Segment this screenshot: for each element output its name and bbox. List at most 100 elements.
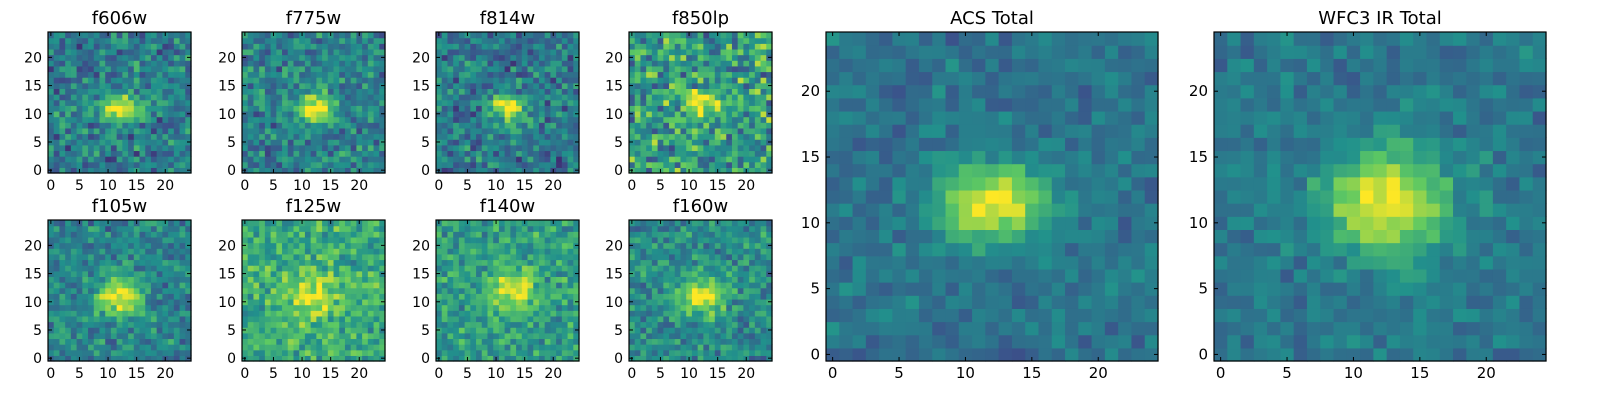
heatmap-cell: [675, 145, 681, 151]
heatmap-cell: [709, 83, 715, 89]
heatmap-cell: [162, 117, 168, 123]
heatmap-cell: [533, 259, 539, 265]
heatmap-cell: [151, 83, 157, 89]
heatmap-cell: [253, 344, 259, 350]
heatmap-cell: [180, 55, 186, 61]
heatmap-cell: [345, 288, 351, 294]
heatmap-cell: [299, 94, 305, 100]
heatmap-cell: [629, 43, 635, 49]
heatmap-cell: [726, 293, 732, 299]
heatmap-cell: [134, 271, 140, 277]
heatmap-cell: [715, 316, 721, 322]
heatmap-cell: [755, 49, 761, 55]
heatmap-cell: [545, 117, 551, 123]
heatmap-cell: [311, 305, 317, 311]
heatmap-cell: [111, 88, 117, 94]
heatmap-cell: [122, 150, 128, 156]
heatmap-cell: [476, 150, 482, 156]
heatmap-cell: [288, 100, 294, 106]
heatmap-cell: [550, 243, 556, 249]
heatmap-cell: [134, 299, 140, 305]
heatmap-cell: [629, 71, 635, 77]
heatmap-cell: [499, 128, 505, 134]
heatmap-cell: [749, 94, 755, 100]
heatmap-cell: [94, 55, 100, 61]
heatmap-cell: [305, 316, 311, 322]
heatmap-cell: [505, 237, 511, 243]
heatmap-cell: [721, 71, 727, 77]
heatmap-cell: [652, 282, 658, 288]
x-tick-label: 15: [516, 178, 534, 194]
heatmap-cell: [442, 83, 448, 89]
heatmap-cell: [652, 145, 658, 151]
heatmap-cell: [539, 271, 545, 277]
heatmap-cell: [174, 134, 180, 140]
heatmap-cell: [288, 265, 294, 271]
heatmap-cell: [550, 100, 556, 106]
heatmap-cell: [351, 293, 357, 299]
heatmap-cell: [743, 111, 749, 117]
heatmap-cell: [374, 299, 380, 305]
heatmap-cell: [248, 271, 254, 277]
heatmap-cell: [522, 293, 528, 299]
heatmap-cell: [345, 150, 351, 156]
heatmap-cell: [675, 322, 681, 328]
heatmap-cell: [99, 265, 105, 271]
heatmap-cell: [117, 117, 123, 123]
heatmap-cell: [533, 288, 539, 294]
heatmap-cell: [362, 327, 368, 333]
heatmap-cell: [505, 128, 511, 134]
heatmap-cell: [293, 94, 299, 100]
heatmap-cell: [721, 150, 727, 156]
heatmap-cell: [180, 139, 186, 145]
heatmap-cell: [311, 299, 317, 305]
heatmap-cell: [436, 71, 442, 77]
heatmap-cell: [709, 162, 715, 168]
heatmap-cell: [282, 350, 288, 356]
heatmap-cell: [761, 122, 767, 128]
heatmap-cell: [442, 254, 448, 260]
heatmap-cell: [253, 293, 259, 299]
heatmap-cell: [738, 105, 744, 111]
heatmap-cell: [157, 316, 163, 322]
heatmap-cell: [635, 32, 641, 38]
heatmap-cell: [374, 271, 380, 277]
heatmap-cell: [568, 316, 574, 322]
heatmap-cell: [732, 77, 738, 83]
heatmap-cell: [692, 156, 698, 162]
heatmap-cell: [351, 55, 357, 61]
heatmap-cell: [339, 55, 345, 61]
heatmap-cell: [436, 88, 442, 94]
heatmap-cell: [635, 66, 641, 72]
heatmap-cell: [157, 305, 163, 311]
heatmap-cell: [105, 134, 111, 140]
heatmap-cell: [470, 237, 476, 243]
heatmap-cell: [111, 156, 117, 162]
heatmap-cell: [568, 111, 574, 117]
heatmap-cell: [755, 111, 761, 117]
heatmap-cell: [293, 122, 299, 128]
heatmap-cell: [162, 162, 168, 168]
heatmap-cell: [54, 265, 60, 271]
heatmap-cell: [151, 305, 157, 311]
heatmap-cell: [242, 231, 248, 237]
heatmap-cell: [168, 259, 174, 265]
heatmap-cell: [453, 77, 459, 83]
heatmap-cell: [568, 150, 574, 156]
heatmap-cell: [345, 43, 351, 49]
heatmap-cell: [562, 293, 568, 299]
heatmap-cell: [487, 293, 493, 299]
heatmap-cell: [65, 122, 71, 128]
heatmap-cell: [282, 71, 288, 77]
heatmap-cell: [65, 156, 71, 162]
heatmap-cell: [316, 316, 322, 322]
heatmap-cell: [271, 248, 277, 254]
heatmap-cell: [680, 100, 686, 106]
heatmap-cell: [242, 162, 248, 168]
heatmap-cell: [692, 344, 698, 350]
heatmap-cell: [368, 60, 374, 66]
heatmap-cell: [658, 293, 664, 299]
heatmap-cell: [629, 117, 635, 123]
heatmap-cell: [374, 254, 380, 260]
heatmap-cell: [180, 134, 186, 140]
